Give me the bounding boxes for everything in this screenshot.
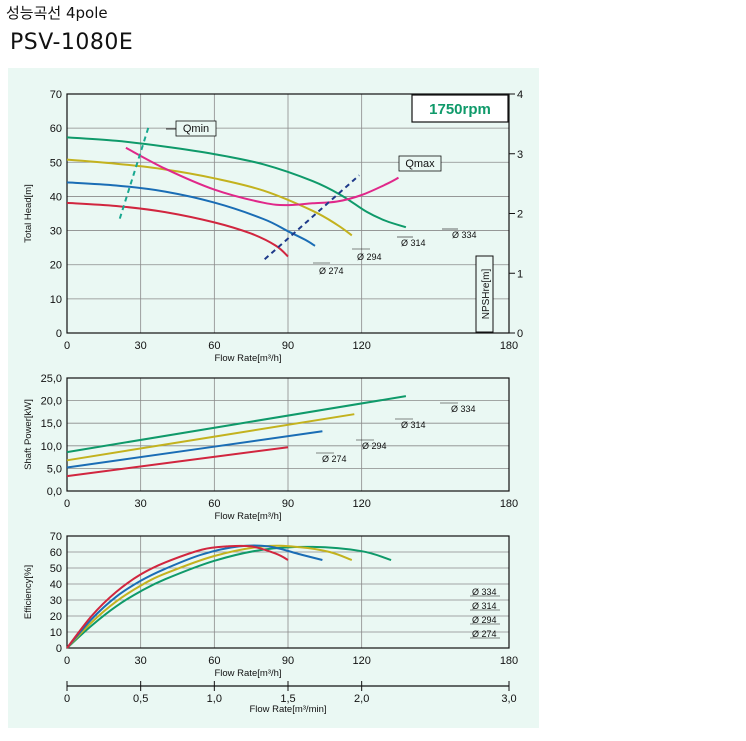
head-diameter-label: Ø 334 [452,230,477,240]
head-series-line [66,158,353,237]
head-y-tick-label: 30 [50,226,62,238]
efficiency-series-line [66,544,289,649]
efficiency-series-line [66,545,392,649]
efficiency-y-tick-label: 60 [50,547,62,559]
head-series-line [66,181,316,247]
qmax-label: Qmax [405,158,435,170]
efficiency-y-tick-label: 0 [56,643,62,655]
efficiency-x-tick-label: 30 [135,655,147,667]
head-diameter-label: Ø 294 [357,252,382,262]
power-plot-frame [66,377,510,492]
power-y-axis-title: Shaft Power[kW] [23,399,34,470]
m3min-tick-label: 3,0 [501,693,516,705]
power-y-tick-label: 5,0 [47,463,62,475]
efficiency-diameter-label: Ø 274 [472,629,497,639]
power-x-tick-label: 0 [64,498,70,510]
m3min-tick-label: 2,0 [354,693,369,705]
rpm-box [411,94,509,123]
efficiency-y-tick-label: 30 [50,595,62,607]
efficiency-series-line [66,544,353,649]
power-y-tick-label: 10,0 [41,441,62,453]
efficiency-diameter-label: Ø 314 [472,601,497,611]
power-x-tick-label: 60 [208,498,220,510]
qmin-label: Qmin [183,123,209,135]
m3min-tick-label: 0 [64,693,70,705]
m3min-tick-label: 1,5 [280,693,295,705]
head-diameter-label: Ø 274 [319,266,344,276]
head-y-tick-label: 20 [50,260,62,272]
efficiency-diameter-label: Ø 294 [472,615,497,625]
head-y-tick-label: 60 [50,123,62,135]
head-y-tick-label: 40 [50,191,62,203]
power-series-line [66,430,323,469]
head-x-tick-label: 0 [64,340,70,352]
power-y-tick-label: 15,0 [41,418,62,430]
npsh-axis-title: NPSHre[m] [481,268,492,319]
npshre-curve [125,146,399,207]
efficiency-x-tick-label: 0 [64,655,70,667]
qmin-line [118,124,151,219]
efficiency-series-line [66,544,323,649]
efficiency-y-tick-label: 40 [50,579,62,591]
efficiency-x-axis-title: Flow Rate[m³/h] [214,668,281,679]
power-x-tick-label: 30 [135,498,147,510]
power-diameter-label: Ø 294 [362,441,387,451]
m3min-tick-label: 1,0 [207,693,222,705]
head-y-tick-label: 10 [50,294,62,306]
efficiency-y-tick-label: 70 [50,531,62,543]
head-x-tick-label: 120 [352,340,370,352]
power-x-axis-title: Flow Rate[m³/h] [214,511,281,522]
head-y-tick-label: 70 [50,89,62,101]
efficiency-x-tick-label: 180 [500,655,518,667]
head-x-tick-label: 90 [282,340,294,352]
power-diameter-label: Ø 334 [451,404,476,414]
head-x-tick-label: 30 [135,340,147,352]
rpm-label: 1750rpm [429,101,491,118]
efficiency-y-axis-title: Efficiency[%] [23,565,34,619]
head-x-tick-label: 60 [208,340,220,352]
power-y-tick-label: 20,0 [41,396,62,408]
power-series-line [66,446,289,478]
efficiency-y-tick-label: 20 [50,611,62,623]
model-name: PSV-1080E [10,30,134,55]
m3min-axis-title: Flow Rate[m³/min] [249,704,326,715]
efficiency-x-tick-label: 60 [208,655,220,667]
efficiency-y-tick-label: 10 [50,627,62,639]
head-y-tick-label: 50 [50,157,62,169]
power-series-line [66,413,355,462]
head-y-tick-label: 0 [56,328,62,340]
power-y-tick-label: 25,0 [41,373,62,385]
npsh-tick-label: 1 [517,268,523,280]
npsh-tick-label: 2 [517,209,523,221]
power-x-tick-label: 180 [500,498,518,510]
qmax-label-box [398,155,442,172]
power-series-line [66,395,407,454]
power-x-tick-label: 90 [282,498,294,510]
power-diameter-label: Ø 274 [322,454,347,464]
head-x-axis-title: Flow Rate[m³/h] [214,353,281,364]
npsh-tick-label: 3 [517,149,523,161]
head-x-tick-label: 180 [500,340,518,352]
power-y-tick-label: 0,0 [47,486,62,498]
chart-heading: 성능곡선 4pole [6,4,108,22]
efficiency-x-tick-label: 120 [352,655,370,667]
npsh-label-box [475,255,494,333]
qmax-line [264,174,360,260]
npsh-tick-label: 0 [517,328,523,340]
head-diameter-label: Ø 314 [401,238,426,248]
efficiency-plot-frame [66,535,510,649]
efficiency-y-tick-label: 50 [50,563,62,575]
head-series-line [66,201,289,258]
head-y-axis-title: Total Head[m] [23,184,34,243]
power-x-tick-label: 120 [352,498,370,510]
head-series-line [66,136,407,229]
qmin-label-box [175,120,217,137]
npsh-tick-label: 4 [517,89,523,101]
efficiency-x-tick-label: 90 [282,655,294,667]
efficiency-diameter-label: Ø 334 [472,587,497,597]
m3min-tick-label: 0,5 [133,693,148,705]
power-diameter-label: Ø 314 [401,420,426,430]
